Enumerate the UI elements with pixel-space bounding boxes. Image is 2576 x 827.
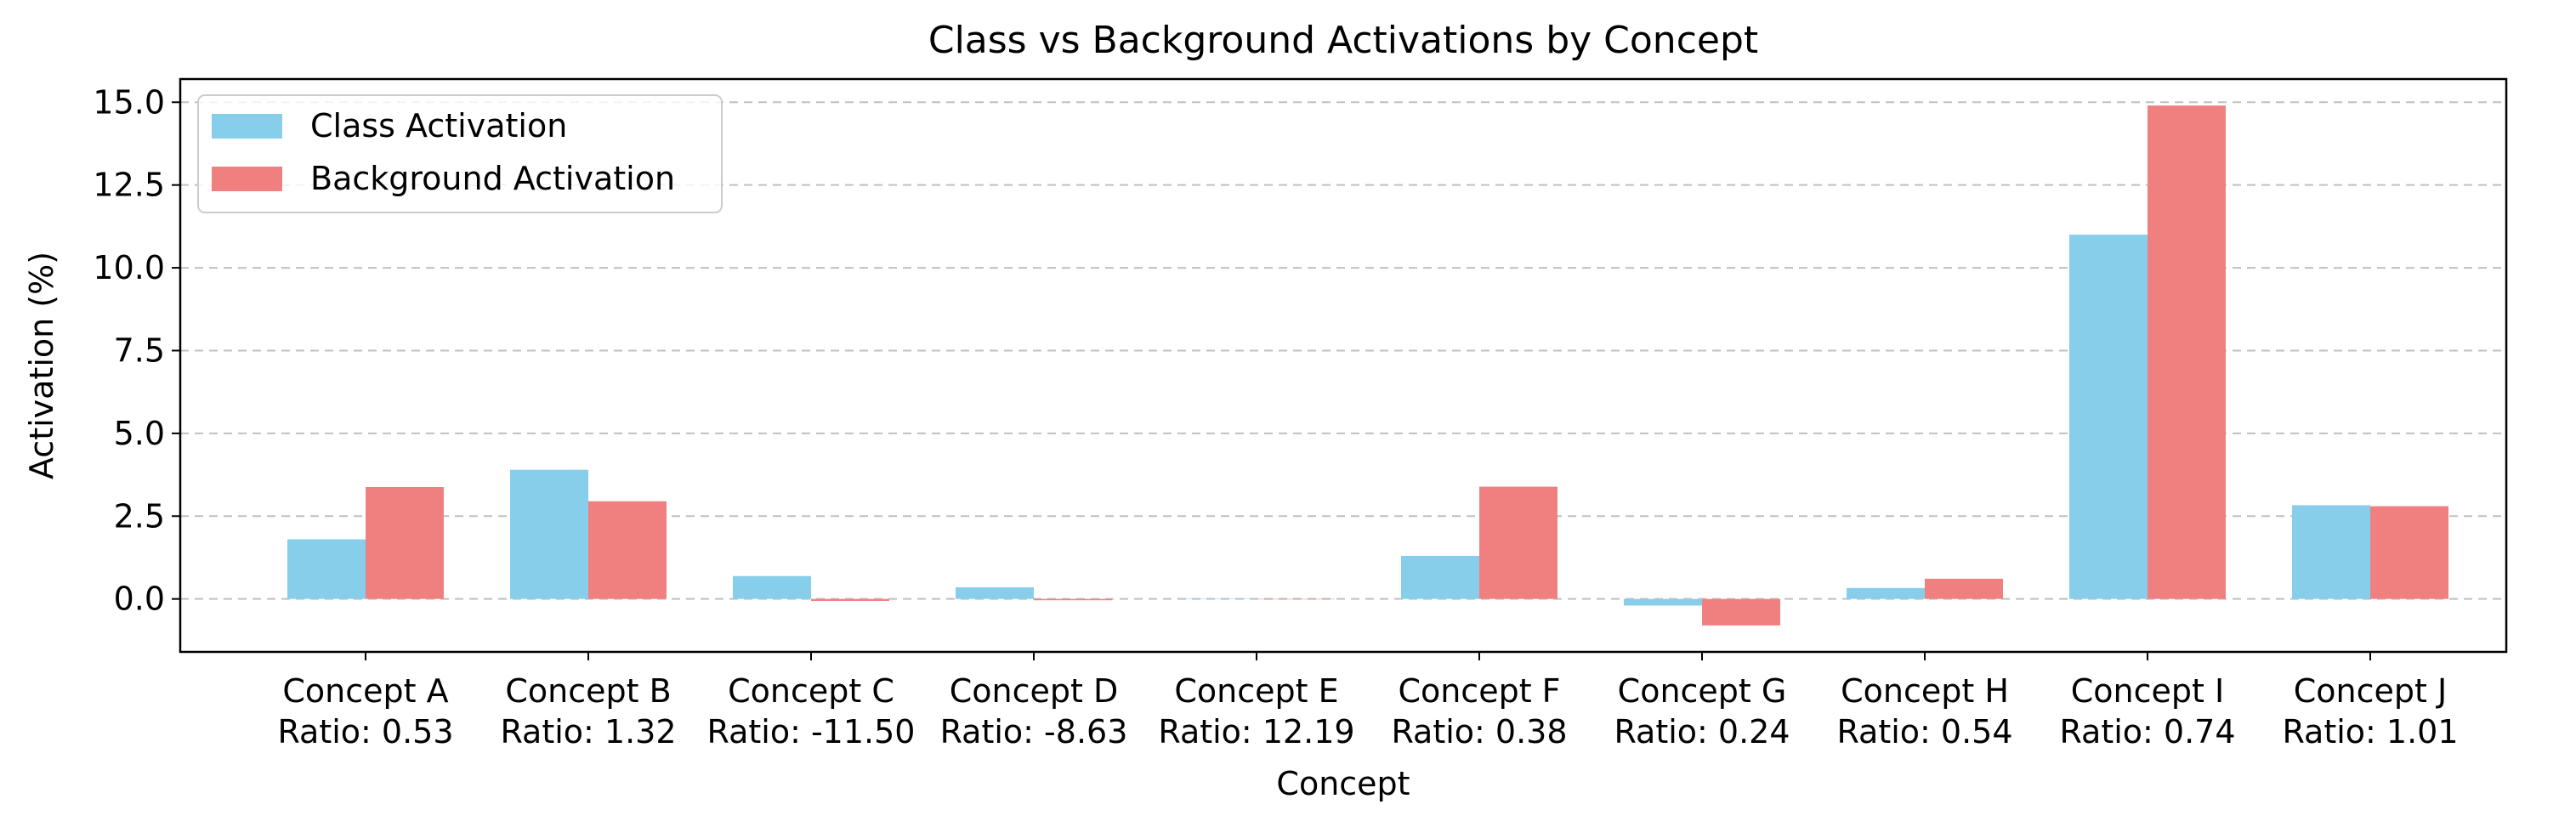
- legend-label-class: Class Activation: [310, 107, 567, 144]
- x-ratio-label-6: Ratio: 0.38: [1391, 713, 1567, 751]
- x-ratio-label-1: Ratio: 0.53: [277, 713, 453, 751]
- y-tick-label-5: 12.5: [93, 167, 165, 204]
- x-tick-label-6: Concept F: [1398, 672, 1560, 710]
- bar-background-9: [2148, 105, 2226, 599]
- plot-frame: [179, 77, 2508, 654]
- bar-class-2: [510, 469, 588, 599]
- legend: Class Activation Background Activation: [197, 94, 723, 213]
- x-tick-label-7: Concept G: [1618, 672, 1787, 710]
- bar-class-6: [1401, 556, 1479, 599]
- bar-background-10: [2370, 506, 2448, 599]
- y-axis-label: Activation (%): [23, 252, 60, 479]
- x-tick-label-9: Concept I: [2071, 672, 2224, 710]
- y-tick-label-4: 10.0: [93, 249, 165, 286]
- x-ratio-label-3: Ratio: -11.50: [707, 713, 916, 751]
- y-tick-label-2: 5.0: [114, 415, 165, 452]
- x-tick-label-3: Concept C: [728, 672, 894, 710]
- y-tick-label-0: 0.0: [114, 581, 165, 618]
- y-tick-label-3: 7.5: [114, 331, 165, 369]
- y-axis: 0.0 2.5 5.0 7.5 10.0 12.5 15.0: [93, 83, 180, 618]
- x-tick-label-8: Concept H: [1841, 672, 2009, 710]
- x-tick-label-1: Concept A: [282, 672, 448, 710]
- x-tick-label-4: Concept D: [950, 672, 1119, 710]
- y-tick-label-6: 15.0: [93, 83, 165, 121]
- x-ratio-label-5: Ratio: 12.19: [1158, 713, 1354, 751]
- bar-background-1: [366, 486, 444, 599]
- x-tick-label-2: Concept B: [505, 672, 671, 710]
- x-ratio-label-9: Ratio: 0.74: [2059, 713, 2235, 751]
- bar-background-4: [1034, 598, 1112, 601]
- bar-background-2: [588, 501, 667, 599]
- bar-class-7: [1624, 598, 1702, 606]
- bar-class-3: [733, 575, 811, 599]
- legend-box: [197, 94, 723, 213]
- x-ratio-label-8: Ratio: 0.54: [1836, 713, 2012, 751]
- bar-background-7: [1702, 598, 1780, 626]
- legend-label-background: Background Activation: [310, 160, 675, 197]
- bar-background-8: [1925, 578, 2003, 599]
- x-ratio-label-4: Ratio: -8.63: [940, 713, 1128, 751]
- x-tick-label-10: Concept J: [2294, 672, 2447, 710]
- legend-swatch-class: [212, 114, 282, 139]
- bar-class-1: [287, 539, 366, 599]
- bar-background-3: [811, 598, 889, 602]
- bars: [287, 105, 2448, 626]
- bar-class-8: [1847, 587, 1925, 599]
- x-axis-label: Concept: [1276, 765, 1410, 802]
- bar-class-9: [2069, 235, 2148, 599]
- x-ratio-label-2: Ratio: 1.32: [500, 713, 676, 751]
- bar-class-4: [956, 587, 1034, 599]
- bar-class-5: [1178, 598, 1257, 599]
- bar-background-6: [1479, 486, 1558, 599]
- x-ratio-label-7: Ratio: 0.24: [1614, 713, 1790, 751]
- x-tick-label-5: Concept E: [1174, 672, 1338, 710]
- y-tick-label-1: 2.5: [114, 497, 165, 535]
- bar-background-5: [1257, 598, 1335, 600]
- legend-swatch-background: [212, 167, 282, 191]
- chart-title: Class vs Background Activations by Conce…: [928, 19, 1758, 62]
- x-ratio-label-10: Ratio: 1.01: [2282, 713, 2458, 751]
- bar-class-10: [2292, 505, 2370, 599]
